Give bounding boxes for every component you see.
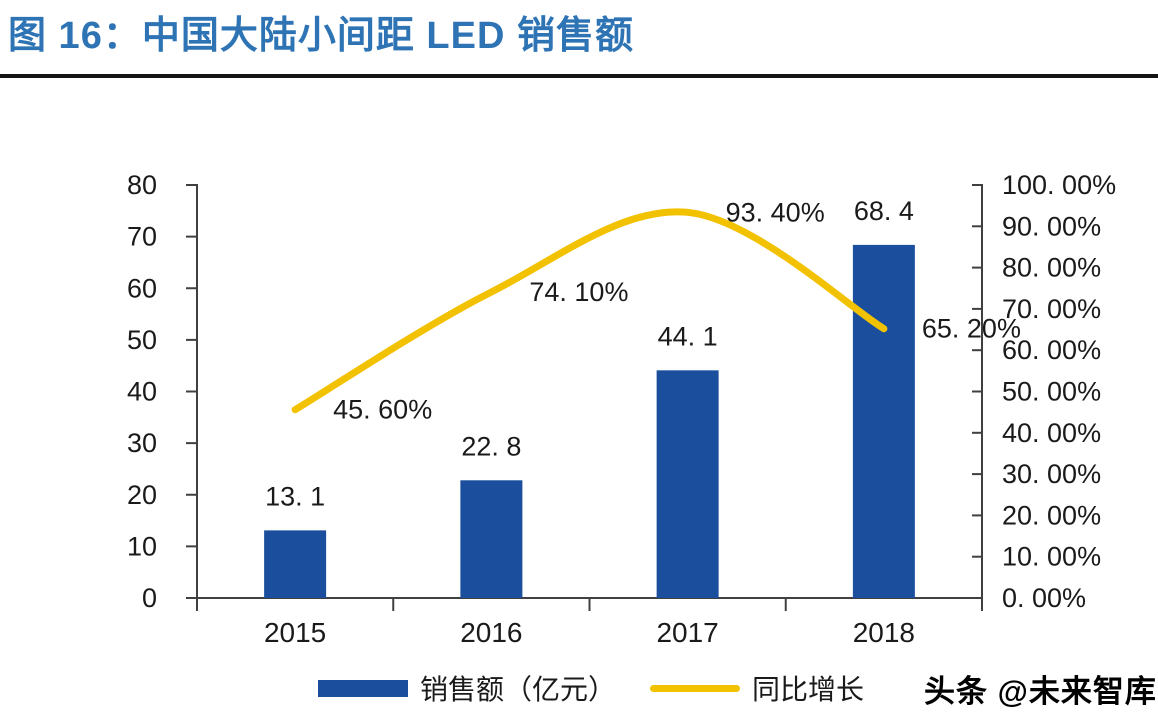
line-value-label: 65. 20%: [922, 314, 1021, 344]
left-axis-tick-label: 0: [142, 583, 157, 613]
right-axis-tick-label: 60. 00%: [1002, 335, 1101, 365]
x-axis-category-label: 2016: [460, 617, 522, 648]
bar-value-label: 44. 1: [658, 321, 718, 351]
right-axis-tick-label: 20. 00%: [1002, 500, 1101, 530]
right-axis-tick-label: 80. 00%: [1002, 253, 1101, 283]
bar-2018: [852, 244, 915, 598]
bar-value-label: 22. 8: [461, 431, 521, 461]
figure-title: 图 16：中国大陆小间距 LED 销售额: [8, 15, 634, 57]
right-axis-tick-label: 0. 00%: [1002, 583, 1086, 613]
legend-item-growth: 同比增长: [650, 668, 864, 708]
x-axis-category-label: 2015: [264, 617, 326, 648]
x-axis-category-label: 2018: [853, 617, 915, 648]
bar-series-swatch: [318, 679, 408, 697]
right-axis-tick-label: 10. 00%: [1002, 542, 1101, 572]
legend-label-growth: 同比增长: [752, 674, 865, 705]
left-axis-tick-label: 80: [127, 170, 157, 200]
left-axis-tick-label: 30: [127, 428, 157, 458]
right-axis-tick-label: 100. 00%: [1002, 170, 1116, 200]
left-axis-tick-label: 60: [127, 273, 157, 303]
x-axis-category-label: 2017: [656, 617, 718, 648]
bar-2017: [656, 370, 719, 598]
title-divider: [0, 74, 1158, 78]
right-axis-tick-label: 90. 00%: [1002, 211, 1101, 241]
bar-2016: [460, 480, 523, 598]
line-series-swatch: [650, 684, 741, 692]
bar-2015: [264, 530, 327, 598]
growth-line: [291, 208, 888, 414]
line-value-label: 74. 10%: [529, 277, 628, 307]
right-axis-tick-label: 50. 00%: [1002, 377, 1101, 407]
left-axis-tick-label: 10: [127, 531, 157, 561]
chart-legend: 销售额（亿元） 同比增长: [318, 668, 864, 708]
line-value-label: 93. 40%: [726, 197, 825, 227]
left-axis-tick-label: 40: [127, 377, 157, 407]
watermark: 头条 @未来智库: [924, 674, 1157, 709]
line-value-label: 45. 60%: [333, 395, 432, 425]
left-axis-tick-label: 70: [127, 222, 157, 252]
right-axis-tick-label: 40. 00%: [1002, 418, 1101, 448]
combo-chart: 0 10 20 30 40 50 60 70 80 0. 00% 10. 00% 20. 00% 30.…: [127, 170, 1116, 648]
left-axis-tick-label: 20: [127, 480, 157, 510]
right-axis-tick-label: 30. 00%: [1002, 459, 1101, 489]
legend-label-sales: 销售额（亿元）: [420, 674, 617, 705]
bar-value-label: 68. 4: [854, 196, 914, 226]
right-axis-tick-label: 70. 00%: [1002, 294, 1101, 324]
legend-item-sales: 销售额（亿元）: [318, 668, 616, 708]
left-axis-tick-label: 50: [127, 325, 157, 355]
bar-value-label: 13. 1: [265, 481, 325, 511]
